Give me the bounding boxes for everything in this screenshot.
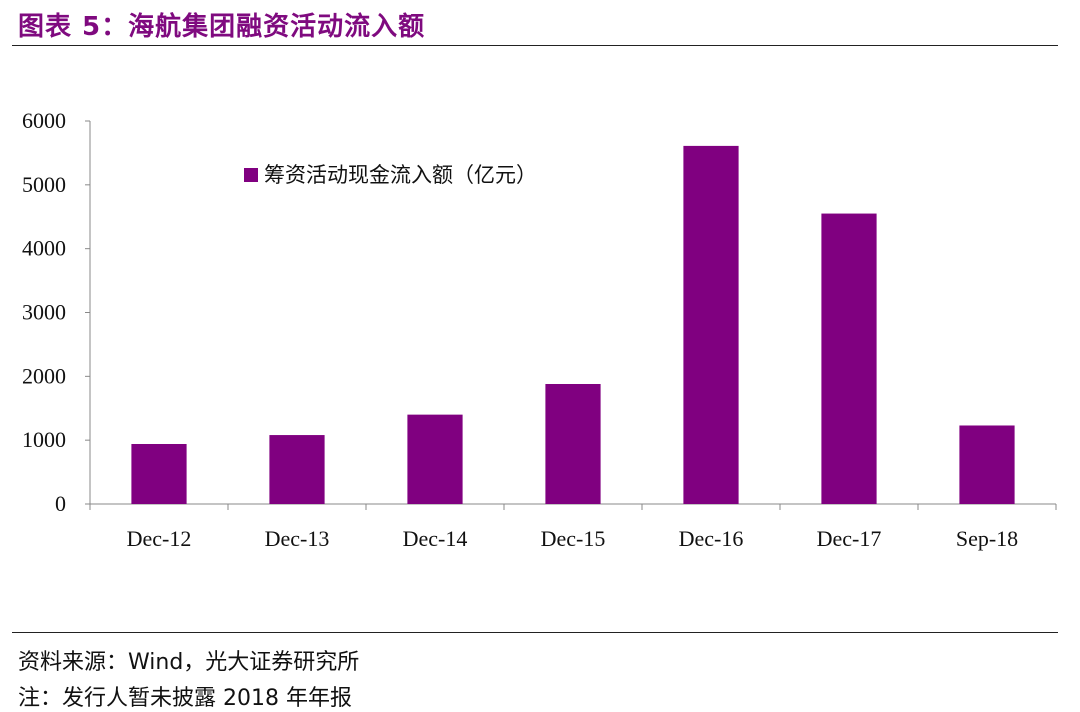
x-tick-label: Dec-15 (541, 526, 606, 551)
y-tick-label: 3000 (22, 300, 66, 325)
bar-dec-12 (131, 443, 187, 504)
title-rule (12, 45, 1058, 46)
chart-legend: 筹资活动现金流入额（亿元） (244, 163, 537, 187)
bar-dec-15 (545, 383, 601, 504)
y-tick-label: 4000 (22, 236, 66, 261)
figure-title: 图表 5：海航集团融资活动流入额 (18, 12, 426, 42)
y-tick-label: 0 (55, 491, 66, 516)
footer-rule (12, 632, 1058, 633)
x-tick-label: Dec-14 (403, 526, 468, 551)
y-tick-label: 6000 (22, 108, 66, 133)
x-tick-label: Dec-16 (679, 526, 744, 551)
x-tick-label: Dec-12 (127, 526, 192, 551)
x-tick-label: Sep-18 (956, 526, 1018, 551)
bar-dec-16 (683, 145, 739, 504)
bar-dec-17 (821, 213, 877, 504)
legend-label: 筹资活动现金流入额（亿元） (264, 163, 537, 187)
source-note: 资料来源：Wind，光大证券研究所 (18, 650, 360, 675)
chart-tick-labels: 0 1000 2000 3000 4000 5000 6000 Dec-12 Dec-13 Dec… (22, 108, 1018, 551)
footnote: 注：发行人暂未披露 2018 年年报 (18, 686, 352, 711)
bar-sep-18 (959, 425, 1015, 504)
bar-dec-14 (407, 414, 463, 504)
y-tick-label: 5000 (22, 172, 66, 197)
y-tick-label: 1000 (22, 427, 66, 452)
x-tick-label: Dec-13 (265, 526, 330, 551)
legend-swatch (244, 168, 258, 182)
chart-bars (131, 145, 1015, 504)
bar-dec-13 (269, 435, 325, 504)
x-tick-label: Dec-17 (817, 526, 882, 551)
y-tick-label: 2000 (22, 363, 66, 388)
